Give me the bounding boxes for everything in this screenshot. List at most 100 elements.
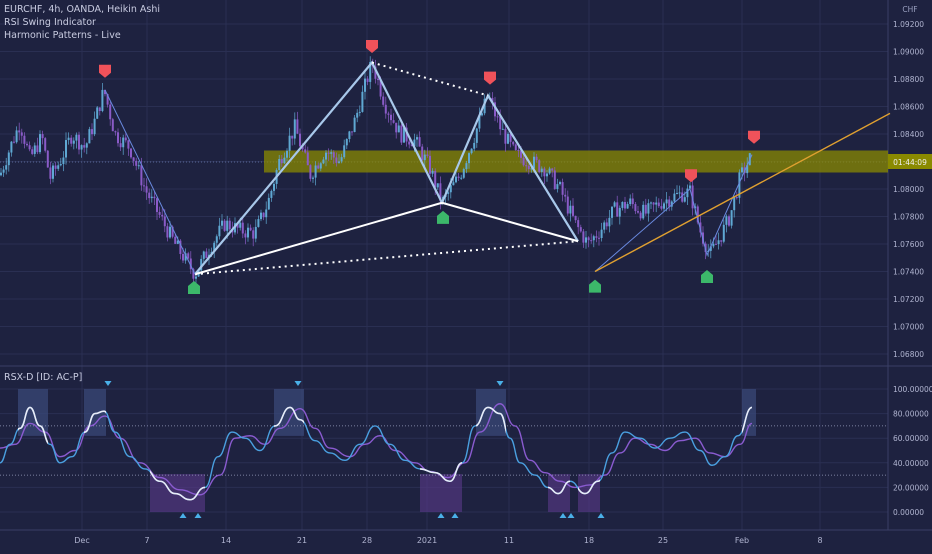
candle-body (122, 137, 125, 148)
candle-body (735, 197, 738, 199)
candle-body (449, 185, 452, 193)
candle-body (340, 157, 343, 162)
candle-body (429, 155, 431, 174)
buy-marker (701, 270, 713, 283)
indicator-label-rsi-swing[interactable]: RSI Swing Indicator (4, 17, 96, 28)
symbol-title[interactable]: EURCHF, 4h, OANDA, Heikin Ashi (4, 4, 160, 15)
candle-body (676, 192, 678, 194)
candle-body (621, 202, 624, 208)
indicator-label-harmonic[interactable]: Harmonic Patterns - Live (4, 30, 121, 41)
candle-body (202, 251, 205, 259)
buy-marker (437, 210, 449, 224)
candle-body (397, 125, 400, 133)
candle-body (553, 170, 556, 189)
rsi-overbought-shade (476, 389, 506, 436)
candle-body (418, 137, 421, 147)
candle-body (548, 168, 551, 174)
candle-body (200, 258, 203, 271)
rsi-panel-label[interactable]: RSX-D [ID: AC-P] (4, 372, 83, 383)
candle-body (423, 154, 426, 161)
candle-body (559, 182, 561, 185)
signal-markers (99, 40, 760, 294)
rsi-up-arrow (437, 513, 445, 518)
candle-body (494, 102, 496, 117)
candle-body (46, 150, 49, 168)
xd-dotted-line (194, 240, 579, 276)
candle-body (78, 134, 80, 150)
candle-body (379, 80, 382, 97)
rsi-up-arrow (451, 513, 459, 518)
candle-body (205, 251, 208, 258)
candle-body (660, 206, 663, 209)
candle-body (642, 204, 645, 219)
price-tick-label: 1.07800 (893, 213, 924, 222)
candle-body (309, 165, 312, 179)
candle-body (44, 138, 47, 151)
candle-body (491, 97, 494, 103)
rsi-down-arrow (294, 381, 302, 386)
candle-body (140, 165, 143, 186)
candle-body (715, 243, 717, 245)
candle-body (369, 61, 372, 82)
candle-body (564, 194, 567, 197)
candle-body (600, 229, 603, 239)
candle-body (663, 203, 665, 209)
candle-body (481, 113, 483, 116)
candle-body (215, 236, 218, 243)
candle-body (683, 197, 686, 202)
candle-body (62, 157, 65, 165)
candle-body (179, 240, 182, 254)
price-tick-label: 1.08600 (893, 103, 924, 112)
rsi-up-arrow (194, 513, 202, 518)
candle-body (161, 214, 164, 217)
candle-body (657, 202, 660, 207)
sell-marker (484, 71, 496, 85)
candle-body (174, 236, 177, 244)
candle-body (421, 146, 424, 161)
candle-body (473, 142, 476, 149)
candle-body (163, 216, 166, 227)
candle-body (501, 128, 504, 130)
candle-body (470, 148, 473, 154)
candle-body (257, 219, 260, 227)
candle-body (169, 226, 171, 238)
candle-body (104, 89, 106, 95)
candle-body (239, 222, 242, 228)
candle-body (403, 127, 405, 143)
candle-body (31, 149, 34, 154)
sell-marker (748, 130, 760, 144)
rsi-down-arrow (496, 381, 504, 386)
candle-body (569, 205, 572, 214)
rsi-tick-label: 20.00000 (893, 483, 929, 492)
candle-body (712, 243, 715, 247)
candle-body (733, 197, 736, 211)
candle-body (746, 165, 749, 174)
candle-body (574, 215, 577, 221)
candle-body (431, 170, 434, 174)
candle-body (634, 204, 637, 212)
candle-body (132, 157, 135, 161)
candle-body (587, 237, 590, 241)
candle-body (59, 164, 62, 166)
candle-body (590, 240, 593, 242)
sell-marker (99, 64, 111, 78)
candle-body (36, 145, 39, 153)
candle-body (88, 129, 91, 144)
ac-dotted-line (371, 61, 489, 97)
candle-body (689, 185, 691, 189)
candle-body (691, 185, 694, 209)
rsi-tick-label: 60.00000 (893, 434, 929, 443)
candle-body (335, 157, 338, 163)
candle-body (730, 210, 733, 226)
candle-body (314, 165, 317, 178)
candle-body (577, 220, 580, 228)
candle-body (187, 253, 190, 259)
countdown-label: 01:44:09 (893, 158, 927, 167)
candle-body (111, 119, 114, 132)
rsi-tick-label: 0.00000 (893, 508, 924, 517)
candle-body (153, 196, 156, 199)
candle-body (709, 246, 712, 251)
candle-body (618, 207, 621, 217)
